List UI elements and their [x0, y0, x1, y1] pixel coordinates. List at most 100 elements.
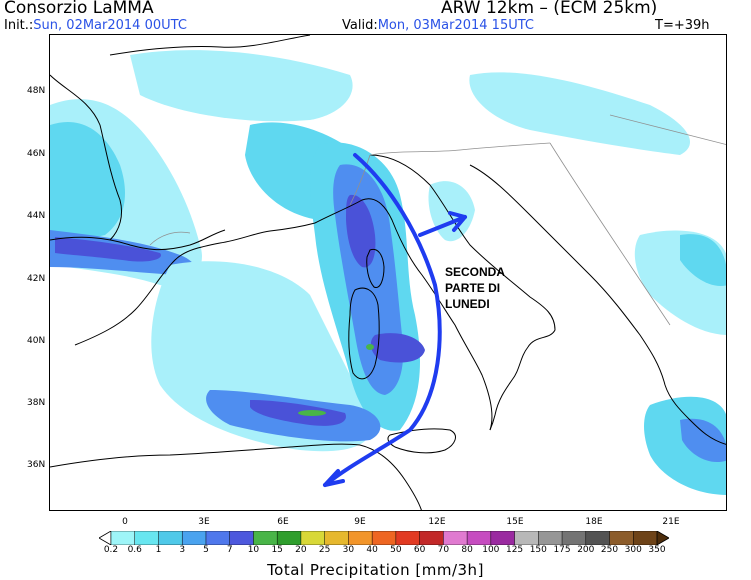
lon-label: 18E	[585, 517, 603, 527]
colorbar-swatch	[585, 531, 611, 545]
precip-balkans	[469, 72, 690, 155]
colorbar-swatch	[181, 531, 207, 545]
precip-france-north	[130, 50, 353, 122]
lon-label: 15E	[506, 517, 524, 527]
precipitation-field	[50, 50, 726, 495]
lon-label: 3E	[198, 517, 210, 527]
border-balkans	[549, 142, 671, 326]
coast-bay	[50, 74, 123, 241]
precip-green-core	[298, 410, 326, 416]
colorbar-tick-label: 25	[318, 545, 331, 555]
colorbar-tick-label: 5	[203, 545, 209, 555]
coast-italy-west	[314, 198, 493, 431]
colorbar-tick-label: 150	[529, 545, 547, 555]
colorbar-title: Total Precipitation [mm/3h]	[267, 561, 484, 579]
annotation-line-1: SECONDA	[445, 265, 506, 279]
colorbar-swatch	[514, 531, 540, 545]
colorbar-swatch	[253, 531, 278, 545]
coast-africa	[50, 443, 422, 510]
colorbar-swatch	[158, 531, 183, 545]
colorbar-tick-label: 60	[413, 545, 426, 555]
colorbar-tick-label: 7	[226, 545, 233, 555]
precip-ligurian-dark	[346, 194, 376, 268]
lat-label: 46N	[27, 149, 46, 159]
colorbar-tick-label: 70	[437, 545, 450, 555]
colorbar-swatch	[110, 531, 136, 545]
colorbar-tick-label: 80	[461, 545, 473, 555]
precipitation-map	[49, 34, 727, 511]
forecast-arrows	[323, 153, 467, 487]
colorbar-swatch	[395, 531, 421, 545]
precip-spain-dark	[55, 237, 161, 262]
coast-sicily	[387, 428, 456, 454]
arrow-head-east	[448, 211, 467, 232]
colorbar-swatch	[348, 531, 373, 545]
border-france-italy	[349, 154, 371, 206]
arrow-main-track	[323, 153, 442, 487]
colorbar-tick-label: 1	[155, 545, 162, 555]
valid-time: Valid:Mon, 03Mar2014 15UTC	[342, 18, 534, 33]
coast-channel	[109, 35, 311, 56]
colorbar-swatch	[443, 531, 468, 545]
forecast-step: T=+39h	[655, 18, 710, 33]
lon-label: 0	[122, 517, 128, 527]
colorbar-tick-label: 200	[577, 545, 595, 555]
colorbar-tick-label: 20	[295, 545, 307, 555]
colorbar-swatch	[134, 531, 160, 545]
coastlines	[50, 35, 726, 510]
lon-label: 12E	[428, 517, 446, 527]
coast-balkans	[469, 164, 666, 386]
colorbar-swatch	[609, 531, 635, 545]
arrow-head-south	[323, 469, 345, 487]
border-spain-france	[149, 231, 191, 246]
coast-greece	[664, 384, 726, 445]
colorbar-swatch	[205, 531, 231, 545]
lon-label: 21E	[662, 517, 680, 527]
valid-label: Valid:	[342, 18, 378, 33]
colorbar-tick-label: 250	[600, 545, 619, 555]
init-time: Init.:Sun, 02Mar2014 00UTC	[4, 18, 187, 33]
lat-label: 42N	[27, 274, 46, 284]
annotation-line-2: PARTE DI	[445, 281, 501, 295]
precip-green-sardinia	[366, 344, 374, 350]
coast-france-med	[219, 222, 316, 244]
colorbar-swatch	[538, 531, 563, 545]
colorbar	[99, 531, 669, 545]
init-label: Init.:	[4, 18, 34, 33]
colorbar-tick-label: 0.2	[103, 545, 119, 555]
colorbar-tick-label: 0.6	[127, 545, 142, 555]
colorbar-swatch	[276, 531, 302, 545]
colorbar-swatch	[324, 531, 350, 545]
model-resolution-title: ARW 12km – (ECM 25km)	[441, 0, 658, 18]
annotation-line-3: LUNEDI	[445, 297, 490, 311]
init-value: Sun, 02Mar2014 00UTC	[33, 18, 187, 33]
borders	[149, 114, 726, 326]
lat-label: 40N	[27, 336, 46, 346]
colorbar-tick-label: 30	[342, 545, 355, 555]
coast-spain	[50, 229, 226, 251]
coast-sardinia	[348, 287, 380, 380]
colorbar-tick-label: 50	[390, 545, 402, 555]
arrow-branch-east	[418, 215, 467, 237]
colorbar-tick-label: 10	[247, 545, 260, 555]
colorbar-tick-label: 3	[179, 545, 186, 555]
valid-value: Mon, 03Mar2014 15UTC	[377, 18, 534, 33]
precip-ionian-med	[680, 234, 726, 286]
colorbar-swatch	[371, 531, 397, 545]
colorbar-end-high	[656, 531, 669, 545]
colorbar-swatch	[229, 531, 255, 545]
colorbar-tick-label: 15	[271, 545, 283, 555]
colorbar-swatch	[419, 531, 445, 545]
lat-label: 44N	[27, 211, 46, 221]
coast-italy-east	[369, 154, 556, 431]
precip-tyrrhenian-dark	[370, 333, 425, 363]
colorbar-tick-label: 100	[482, 545, 500, 555]
lat-label: 38N	[27, 398, 46, 408]
colorbar-swatch	[490, 531, 516, 545]
colorbar-tick-label: 125	[505, 545, 524, 555]
precip-aegean-dark	[680, 418, 726, 462]
colorbar-swatch	[300, 531, 326, 545]
lat-label: 48N	[27, 86, 46, 96]
lon-label: 9E	[354, 517, 366, 527]
colorbar-tick-label: 300	[624, 545, 642, 555]
